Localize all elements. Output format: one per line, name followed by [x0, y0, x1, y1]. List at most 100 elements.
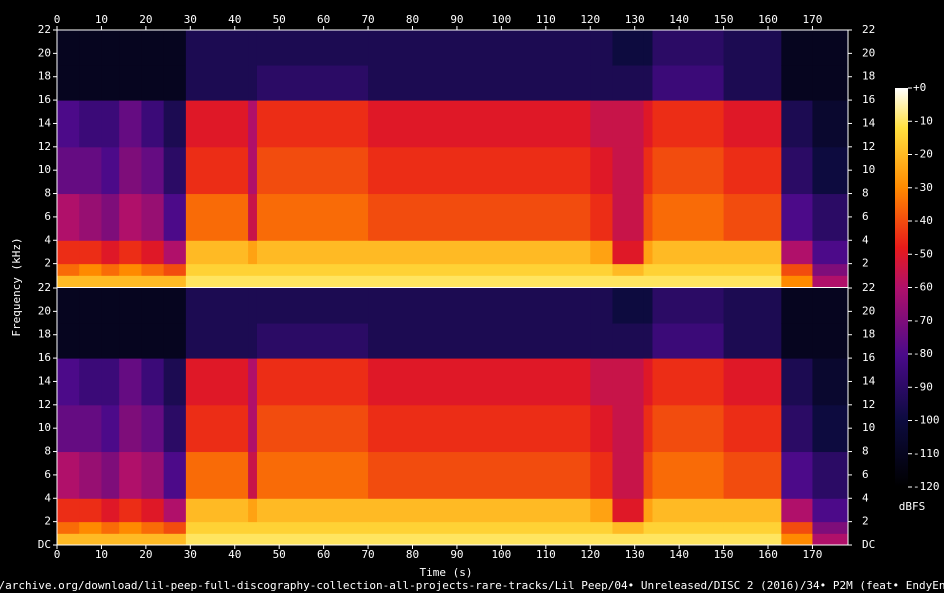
colorbar-tick-label: -120	[913, 480, 940, 493]
spectrogram-cell	[612, 323, 645, 359]
spectrogram-cell	[368, 288, 591, 324]
y-tick-label: 16	[862, 93, 875, 106]
y-tick-label: 4	[862, 233, 869, 246]
spectrogram-cell	[368, 263, 591, 276]
y-tick-label: 14	[38, 116, 52, 129]
spectrogram-cell	[643, 100, 653, 148]
spectrogram-cell	[256, 451, 369, 499]
spectrogram-cell	[256, 146, 369, 195]
spectrogram-cell	[185, 275, 249, 288]
spectrogram-cell	[248, 533, 258, 546]
spectrogram-cell	[256, 358, 369, 406]
spectrogram-cell	[781, 240, 813, 265]
spectrogram-cell	[79, 30, 102, 66]
x-axis-label: Time (s)	[420, 566, 473, 579]
spectrogram-cell	[723, 275, 782, 288]
y-tick-label: 14	[38, 374, 52, 387]
spectrogram-cell	[590, 146, 613, 195]
spectrogram-cell	[185, 323, 249, 359]
spectrogram-cell	[163, 533, 187, 546]
y-tick-label: 2	[44, 515, 51, 528]
x-tick-label: 80	[406, 548, 419, 561]
spectrogram-cell	[101, 275, 120, 288]
spectrogram-cell	[141, 263, 165, 276]
spectrogram-cell	[643, 288, 653, 324]
y-tick-label: 12	[862, 140, 875, 153]
spectrogram-cell	[781, 521, 813, 534]
y-tick-label: 10	[862, 421, 875, 434]
spectrogram-cell	[79, 533, 102, 546]
colorbar	[895, 88, 908, 487]
spectrogram-cell	[57, 498, 80, 523]
spectrogram-cell	[652, 193, 725, 241]
y-tick-label: 6	[862, 468, 869, 481]
x-tick-label: 90	[450, 13, 463, 26]
spectrogram-cell	[612, 533, 645, 546]
spectrogram-cell	[781, 451, 813, 499]
spectrogram-cell	[248, 275, 258, 288]
x-tick-label: 150	[714, 548, 734, 561]
spectrogram-cell	[57, 240, 80, 265]
spectrogram-cell	[57, 263, 80, 276]
spectrogram-cell	[368, 275, 591, 288]
spectrogram-cell	[256, 30, 369, 66]
spectrogram-cell	[101, 100, 120, 148]
spectrogram-cell	[79, 323, 102, 359]
spectrogram-cell	[119, 275, 142, 288]
spectrogram-cell	[368, 240, 591, 265]
spectrogram-cell	[643, 193, 653, 241]
x-tick-label: 40	[228, 13, 241, 26]
spectrogram-cell	[368, 193, 591, 241]
spectrogram-cell	[781, 323, 813, 359]
spectrogram-cell	[612, 404, 645, 453]
spectrogram-cell	[141, 100, 165, 148]
x-tick-label: 140	[669, 13, 689, 26]
spectrogram-cell	[119, 498, 142, 523]
spectrogram-cell	[812, 358, 849, 406]
spectrogram-cell	[57, 275, 80, 288]
spectrogram-cell	[101, 521, 120, 534]
spectrogram-cell	[723, 100, 782, 148]
spectrogram-cell	[612, 240, 645, 265]
spectrogram-cell	[781, 404, 813, 453]
spectrogram-cell	[723, 358, 782, 406]
spectrogram-cell	[79, 288, 102, 324]
spectrogram-cell	[119, 323, 142, 359]
x-tick-label: 10	[95, 548, 108, 561]
colorbar-label: dBFS	[899, 500, 926, 513]
spectrogram-cell	[79, 263, 102, 276]
y-tick-label: 22	[862, 281, 875, 294]
spectrogram-cell	[256, 263, 369, 276]
spectrogram-cell	[256, 323, 369, 359]
spectrogram-cell	[248, 263, 258, 276]
spectrogram-cell	[781, 358, 813, 406]
spectrogram-cell	[57, 358, 80, 406]
spectrogram-cell	[248, 288, 258, 324]
spectrogram-cell	[248, 100, 258, 148]
colorbar-tick-label: +0	[913, 81, 926, 94]
spectrogram-cell	[163, 275, 187, 288]
x-tick-label: 170	[803, 548, 823, 561]
spectrogram-cell	[79, 146, 102, 195]
spectrogram-cell	[652, 451, 725, 499]
spectrogram-cell	[256, 404, 369, 453]
spectrogram-cell	[119, 404, 142, 453]
spectrogram-cell	[643, 263, 653, 276]
colorbar-tick-label: -110	[913, 447, 940, 460]
spectrogram-cell	[612, 498, 645, 523]
x-tick-label: 140	[669, 548, 689, 561]
spectrogram-cell	[256, 288, 369, 324]
spectrogram-cell	[119, 146, 142, 195]
x-tick-label: 110	[536, 13, 556, 26]
spectrogram-cell	[643, 275, 653, 288]
spectrogram-cell	[79, 358, 102, 406]
spectrogram-cell	[643, 146, 653, 195]
spectrogram-cell	[101, 240, 120, 265]
y-tick-label: 14	[862, 374, 876, 387]
spectrogram-cell	[612, 146, 645, 195]
y-tick-label: 18	[38, 328, 51, 341]
x-tick-label: 90	[450, 548, 463, 561]
spectrogram-cell	[723, 146, 782, 195]
spectrogram-cell	[101, 193, 120, 241]
spectrogram-cell	[163, 358, 187, 406]
